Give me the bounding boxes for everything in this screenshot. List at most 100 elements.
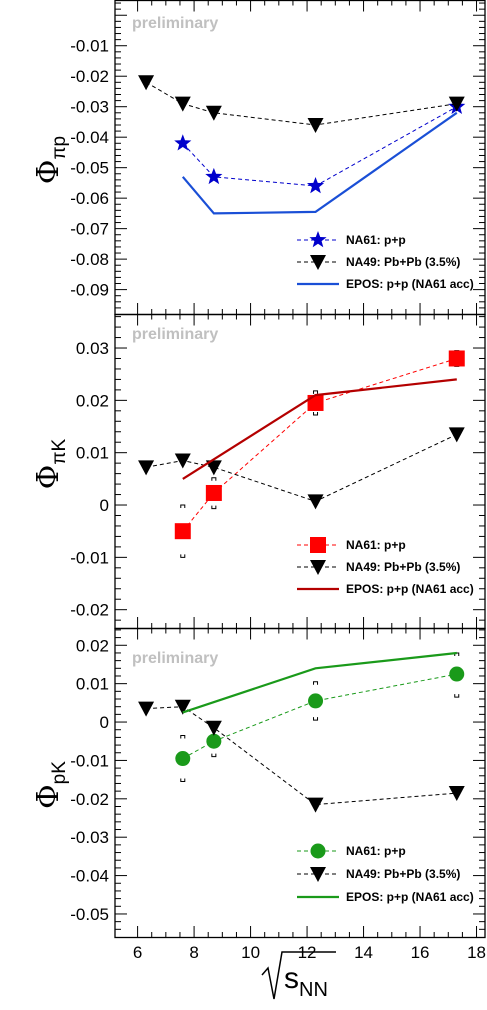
y-tick-label: -0.01 [70, 751, 109, 770]
syst-bracket-high [313, 390, 319, 394]
syst-bracket-low [454, 694, 460, 698]
data-point [205, 720, 222, 736]
y-tick-label: -0.02 [70, 67, 109, 86]
data-point [306, 176, 325, 194]
ylabel-symbol: Φ [31, 465, 66, 490]
legend-marker [310, 560, 326, 575]
data-point [307, 117, 324, 133]
legend-marker [309, 231, 327, 248]
series-triangle-down [138, 75, 465, 133]
y-tick-label: -0.02 [70, 790, 109, 809]
syst-bracket-low [211, 753, 217, 758]
y-tick-label: 0 [100, 496, 109, 515]
y-tick-label: -0.04 [70, 867, 109, 886]
series-line [146, 433, 458, 502]
legend-label: NA49: Pb+Pb (3.5%) [346, 560, 460, 574]
x-axis-main: s [284, 962, 299, 995]
x-tick-label: 16 [411, 943, 430, 962]
data-point [307, 797, 324, 813]
y-tick-label: -0.01 [70, 548, 109, 567]
legend: NA61: p+p NA49: Pb+Pb (3.5%) EPOS: p+p (NA… [297, 231, 474, 291]
ylabel-symbol: Φ [31, 160, 66, 185]
series-none [182, 378, 457, 480]
data-point [174, 699, 191, 715]
data-point [308, 693, 324, 709]
data-point [175, 751, 191, 767]
data-point [448, 786, 465, 802]
y-tick-label: -0.08 [70, 250, 109, 269]
y-tick-label: -0.04 [70, 128, 109, 147]
data-point [307, 494, 324, 510]
panel-phi-pi-p: Φπp preliminary -0.01 -0.02 -0.03 -0.04 -0.0… [31, 0, 486, 316]
panel-phi-pi-k: ΦπK preliminary 0.03 0.02 0.01 0 -0.01 -0.02 N… [31, 313, 486, 630]
syst-bracket-low [180, 778, 186, 783]
data-point [205, 460, 222, 476]
data-point [205, 105, 222, 121]
legend: NA61: p+p NA49: Pb+Pb (3.5%) EPOS: p+p (NA… [297, 843, 474, 904]
data-point [205, 167, 223, 185]
data-point [206, 733, 222, 749]
y-tick-label: -0.05 [70, 159, 109, 178]
series-line [182, 106, 458, 187]
preliminary-label: preliminary [132, 15, 218, 32]
ylabel-phi-pi-p: Φπp [31, 136, 70, 184]
legend-label: EPOS: p+p (NA61 acc) [346, 890, 474, 904]
y-tick-label: -0.05 [70, 905, 109, 924]
series-line [182, 378, 457, 480]
series-circle [175, 652, 465, 783]
ylabel-phi-pi-k: ΦπK [31, 438, 70, 489]
x-axis-subscript: NN [299, 979, 328, 1001]
syst-bracket-high [211, 477, 217, 481]
preliminary-label: preliminary [132, 650, 218, 667]
ylabel-phi-p-k: ΦpK [31, 761, 70, 809]
svg-text:ΦπK: ΦπK [31, 438, 70, 489]
series-line [182, 673, 457, 759]
legend-label: NA49: Pb+Pb (3.5%) [346, 255, 460, 269]
syst-bracket-high [313, 681, 319, 685]
series-square [174, 350, 465, 558]
series-none [182, 651, 457, 714]
series-triangle-down [138, 427, 465, 510]
y-tick-label: 0.03 [76, 339, 109, 358]
legend: NA61: p+p NA49: Pb+Pb (3.5%) EPOS: p+p (NA… [297, 537, 474, 596]
legend-label: NA61: p+p [346, 538, 406, 552]
x-axis-title: sNN [284, 962, 328, 1001]
series-triangle-down [138, 699, 465, 813]
svg-text:ΦpK: ΦpK [31, 761, 70, 809]
ylabel-subscript: pK [49, 761, 70, 785]
legend-label: NA61: p+p [346, 233, 406, 247]
legend-marker [310, 867, 326, 882]
ylabel-subscript: πp [49, 136, 70, 160]
data-point [448, 427, 465, 443]
legend-marker [310, 255, 326, 270]
data-point [174, 523, 191, 540]
legend-label: EPOS: p+p (NA61 acc) [346, 582, 474, 596]
radical-sign-icon [261, 951, 336, 1000]
data-point [138, 701, 155, 717]
y-tick-label: -0.03 [70, 98, 109, 117]
y-tick-label: -0.01 [70, 37, 109, 56]
data-point [307, 394, 324, 411]
x-tick-label: 18 [467, 943, 486, 962]
data-point [174, 453, 191, 469]
x-axis-label: sNN [261, 951, 336, 1001]
legend-label: NA49: Pb+Pb (3.5%) [346, 867, 460, 881]
y-tick-label: 0.01 [76, 444, 109, 463]
syst-bracket-low [313, 717, 319, 721]
x-tick-label: 10 [241, 943, 260, 962]
ylabel-subscript: πK [49, 438, 70, 464]
data-point [205, 484, 222, 501]
y-tick-label: 0 [100, 713, 109, 732]
y-tick-label: 0.02 [76, 636, 109, 655]
syst-bracket-high [180, 734, 186, 739]
series-line [181, 111, 458, 215]
series-line [146, 706, 457, 806]
y-tick-label: 0.01 [76, 675, 109, 694]
series-line [182, 358, 457, 532]
legend-label: NA61: p+p [346, 844, 406, 858]
data-point [448, 96, 465, 112]
data-point [174, 134, 192, 151]
syst-bracket-low [180, 554, 186, 558]
data-point [449, 666, 465, 682]
